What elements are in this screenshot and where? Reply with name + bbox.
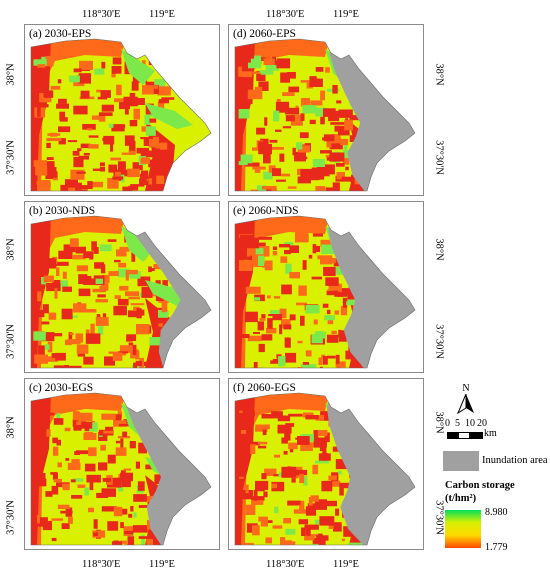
map-panel-d: (d) 2060-EPS bbox=[228, 24, 424, 196]
scale-bar: 0 5 10 20 km bbox=[443, 418, 543, 442]
carbon-legend-title: Carbon storage bbox=[445, 480, 515, 491]
bottom-lon-label-2: 119°E bbox=[149, 559, 175, 570]
left-lat-label-3730-row2: 37°30'N bbox=[5, 324, 17, 359]
left-lat-label-3730-row3: 37°30'N bbox=[5, 500, 17, 535]
left-lat-label-38-row3: 38°N bbox=[5, 416, 17, 439]
panel-title-a: (a) 2030-EPS bbox=[29, 28, 92, 40]
carbon-gradient-bar bbox=[445, 510, 481, 548]
panel-title-f: (f) 2060-EGS bbox=[233, 382, 296, 394]
scale-label-10: 10 bbox=[465, 418, 475, 429]
map-panel-f: (f) 2060-EGS bbox=[228, 378, 424, 550]
panel-title-b: (b) 2030-NDS bbox=[29, 205, 96, 217]
bottom-lon-label-4: 119°E bbox=[333, 559, 359, 570]
scale-label-20: 20 bbox=[477, 418, 487, 429]
map-panel-c: (c) 2030-EGS bbox=[24, 378, 220, 550]
right-lat-label-38-row1: 38°N bbox=[433, 63, 445, 86]
bottom-lon-label-3: 118°30'E bbox=[266, 559, 305, 570]
top-lon-label-1: 118°30'E bbox=[82, 9, 121, 20]
scale-unit: km bbox=[484, 428, 497, 439]
map-svg-c bbox=[30, 392, 219, 549]
carbon-min-value: 1.779 bbox=[485, 542, 508, 553]
map-svg-d bbox=[234, 38, 423, 195]
map-svg-f bbox=[234, 392, 423, 549]
top-lon-label-2: 119°E bbox=[149, 9, 175, 20]
north-arrow-icon bbox=[457, 394, 474, 414]
panel-title-e: (e) 2060-NDS bbox=[233, 205, 299, 217]
panel-title-d: (d) 2060-EPS bbox=[233, 28, 296, 40]
map-svg-b bbox=[30, 215, 219, 372]
map-svg-e bbox=[234, 215, 423, 372]
bottom-lon-label-1: 118°30'E bbox=[82, 559, 121, 570]
scale-label-5: 5 bbox=[455, 418, 460, 429]
left-lat-label-38-row1: 38°N bbox=[5, 63, 17, 86]
right-lat-label-3730-row3: 37°30'N bbox=[433, 500, 445, 535]
right-lat-label-38-row2: 38°N bbox=[433, 238, 445, 261]
left-lat-label-38-row2: 38°N bbox=[5, 238, 17, 261]
carbon-legend-unit: (t/hm²) bbox=[445, 493, 477, 504]
scale-label-0: 0 bbox=[445, 418, 450, 429]
map-svg-a bbox=[30, 38, 219, 195]
inundation-label: Inundation area bbox=[482, 455, 548, 466]
map-panel-e: (e) 2060-NDS bbox=[228, 201, 424, 373]
right-lat-label-3730-row1: 37°30'N bbox=[433, 140, 445, 175]
panel-title-c: (c) 2030-EGS bbox=[29, 382, 94, 394]
inundation-swatch bbox=[443, 451, 479, 471]
scale-segment-3 bbox=[469, 432, 483, 439]
left-lat-label-3730-row1: 37°30'N bbox=[5, 140, 17, 175]
right-lat-label-3730-row2: 37°30'N bbox=[433, 324, 445, 359]
map-panel-a: (a) 2030-EPS bbox=[24, 24, 220, 196]
north-label: N bbox=[462, 383, 470, 394]
top-lon-label-3: 118°30'E bbox=[266, 9, 305, 20]
top-lon-label-4: 119°E bbox=[333, 9, 359, 20]
carbon-max-value: 8.980 bbox=[485, 507, 508, 518]
map-panel-b: (b) 2030-NDS bbox=[24, 201, 220, 373]
